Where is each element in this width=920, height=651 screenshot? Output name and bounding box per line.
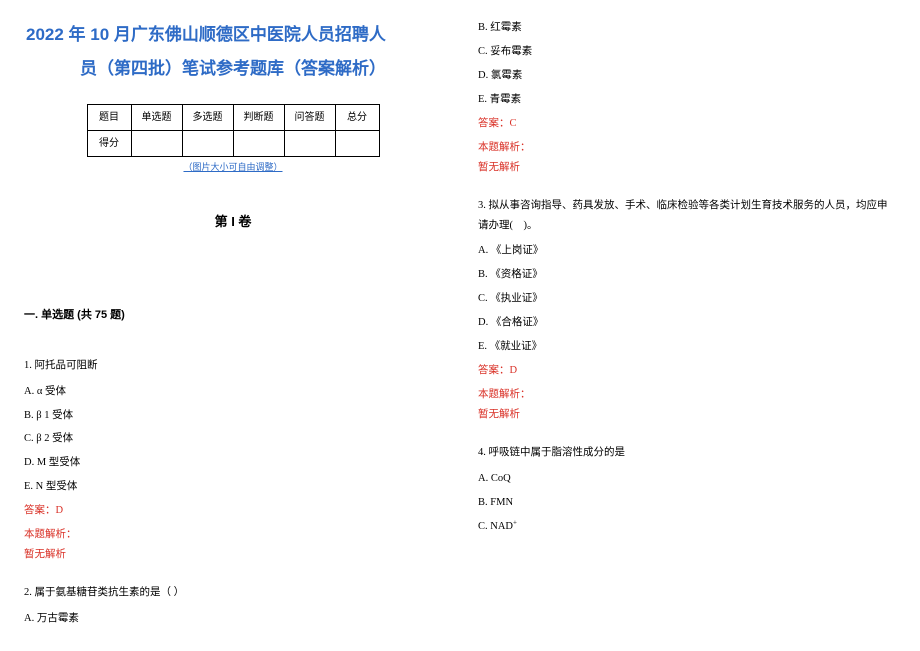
volume-heading: 第 I 卷 [24, 210, 442, 235]
question-option: D. 氯霉素 [478, 66, 896, 86]
question-option: C. NAD+ [478, 517, 896, 537]
th-judge: 判断题 [233, 105, 284, 131]
question-explain-label: 本题解析： [478, 138, 896, 158]
question-answer: 答案：D [478, 361, 896, 381]
question-explain-body: 暂无解析 [478, 158, 896, 178]
question-option: B. FMN [478, 493, 896, 513]
question-block: 3. 拟从事咨询指导、药具发放、手术、临床检验等各类计划生育技术服务的人员，均应… [478, 196, 896, 425]
score-table: 题目 单选题 多选题 判断题 问答题 总分 得分 [87, 104, 380, 157]
question-option: E. 青霉素 [478, 90, 896, 110]
td-blank [233, 131, 284, 157]
question-option: A. CoQ [478, 469, 896, 489]
two-column-layout: 2022 年 10 月广东佛山顺德区中医院人员招聘人 员（第四批）笔试参考题库（… [24, 18, 896, 633]
question-option: D. 《合格证》 [478, 313, 896, 333]
title-line-2: 员（第四批）笔试参考题库（答案解析） [24, 52, 442, 86]
question-option: B. 红霉素 [478, 18, 896, 38]
question-option: A. α 受体 [24, 382, 442, 402]
question-block: 1. 阿托品可阻断 A. α 受体 B. β 1 受体 C. β 2 受体 D.… [24, 356, 442, 565]
th-multi: 多选题 [182, 105, 233, 131]
question-explain-body: 暂无解析 [478, 405, 896, 425]
question-option: E. N 型受体 [24, 477, 442, 497]
question-block: 4. 呼吸链中属于脂溶性成分的是 A. CoQ B. FMN C. NAD+ [478, 443, 896, 537]
question-stem: 2. 属于氨基糖苷类抗生素的是（ ） [24, 583, 442, 603]
table-row: 题目 单选题 多选题 判断题 问答题 总分 [87, 105, 379, 131]
question-option: A. 万古霉素 [24, 609, 442, 629]
question-explain-label: 本题解析： [24, 525, 442, 545]
question-option: C. β 2 受体 [24, 429, 442, 449]
question-stem: 3. 拟从事咨询指导、药具发放、手术、临床检验等各类计划生育技术服务的人员，均应… [478, 196, 896, 236]
question-option: D. M 型受体 [24, 453, 442, 473]
question-stem: 4. 呼吸链中属于脂溶性成分的是 [478, 443, 896, 463]
question-explain-body: 暂无解析 [24, 545, 442, 565]
th-subject: 题目 [87, 105, 131, 131]
resize-note: （图片大小可自由调整） [24, 159, 442, 176]
question-option: C. 《执业证》 [478, 289, 896, 309]
question-option: B. 《资格证》 [478, 265, 896, 285]
th-single: 单选题 [131, 105, 182, 131]
question-stem: 1. 阿托品可阻断 [24, 356, 442, 376]
td-blank [284, 131, 335, 157]
question-option: A. 《上岗证》 [478, 241, 896, 261]
section-heading: 一. 单选题 (共 75 题) [24, 305, 442, 326]
th-total: 总分 [335, 105, 379, 131]
question-answer: 答案：C [478, 114, 896, 134]
td-blank [131, 131, 182, 157]
td-score-label: 得分 [87, 131, 131, 157]
superscript-plus: + [513, 518, 517, 526]
question-option: E. 《就业证》 [478, 337, 896, 357]
th-essay: 问答题 [284, 105, 335, 131]
question-option: B. β 1 受体 [24, 406, 442, 426]
table-row: 得分 [87, 131, 379, 157]
question-explain-label: 本题解析： [478, 385, 896, 405]
td-blank [182, 131, 233, 157]
document-title: 2022 年 10 月广东佛山顺德区中医院人员招聘人 员（第四批）笔试参考题库（… [24, 18, 442, 86]
title-line-1: 2022 年 10 月广东佛山顺德区中医院人员招聘人 [24, 18, 442, 52]
question-option: C. 妥布霉素 [478, 42, 896, 62]
question-answer: 答案：D [24, 501, 442, 521]
td-blank [335, 131, 379, 157]
